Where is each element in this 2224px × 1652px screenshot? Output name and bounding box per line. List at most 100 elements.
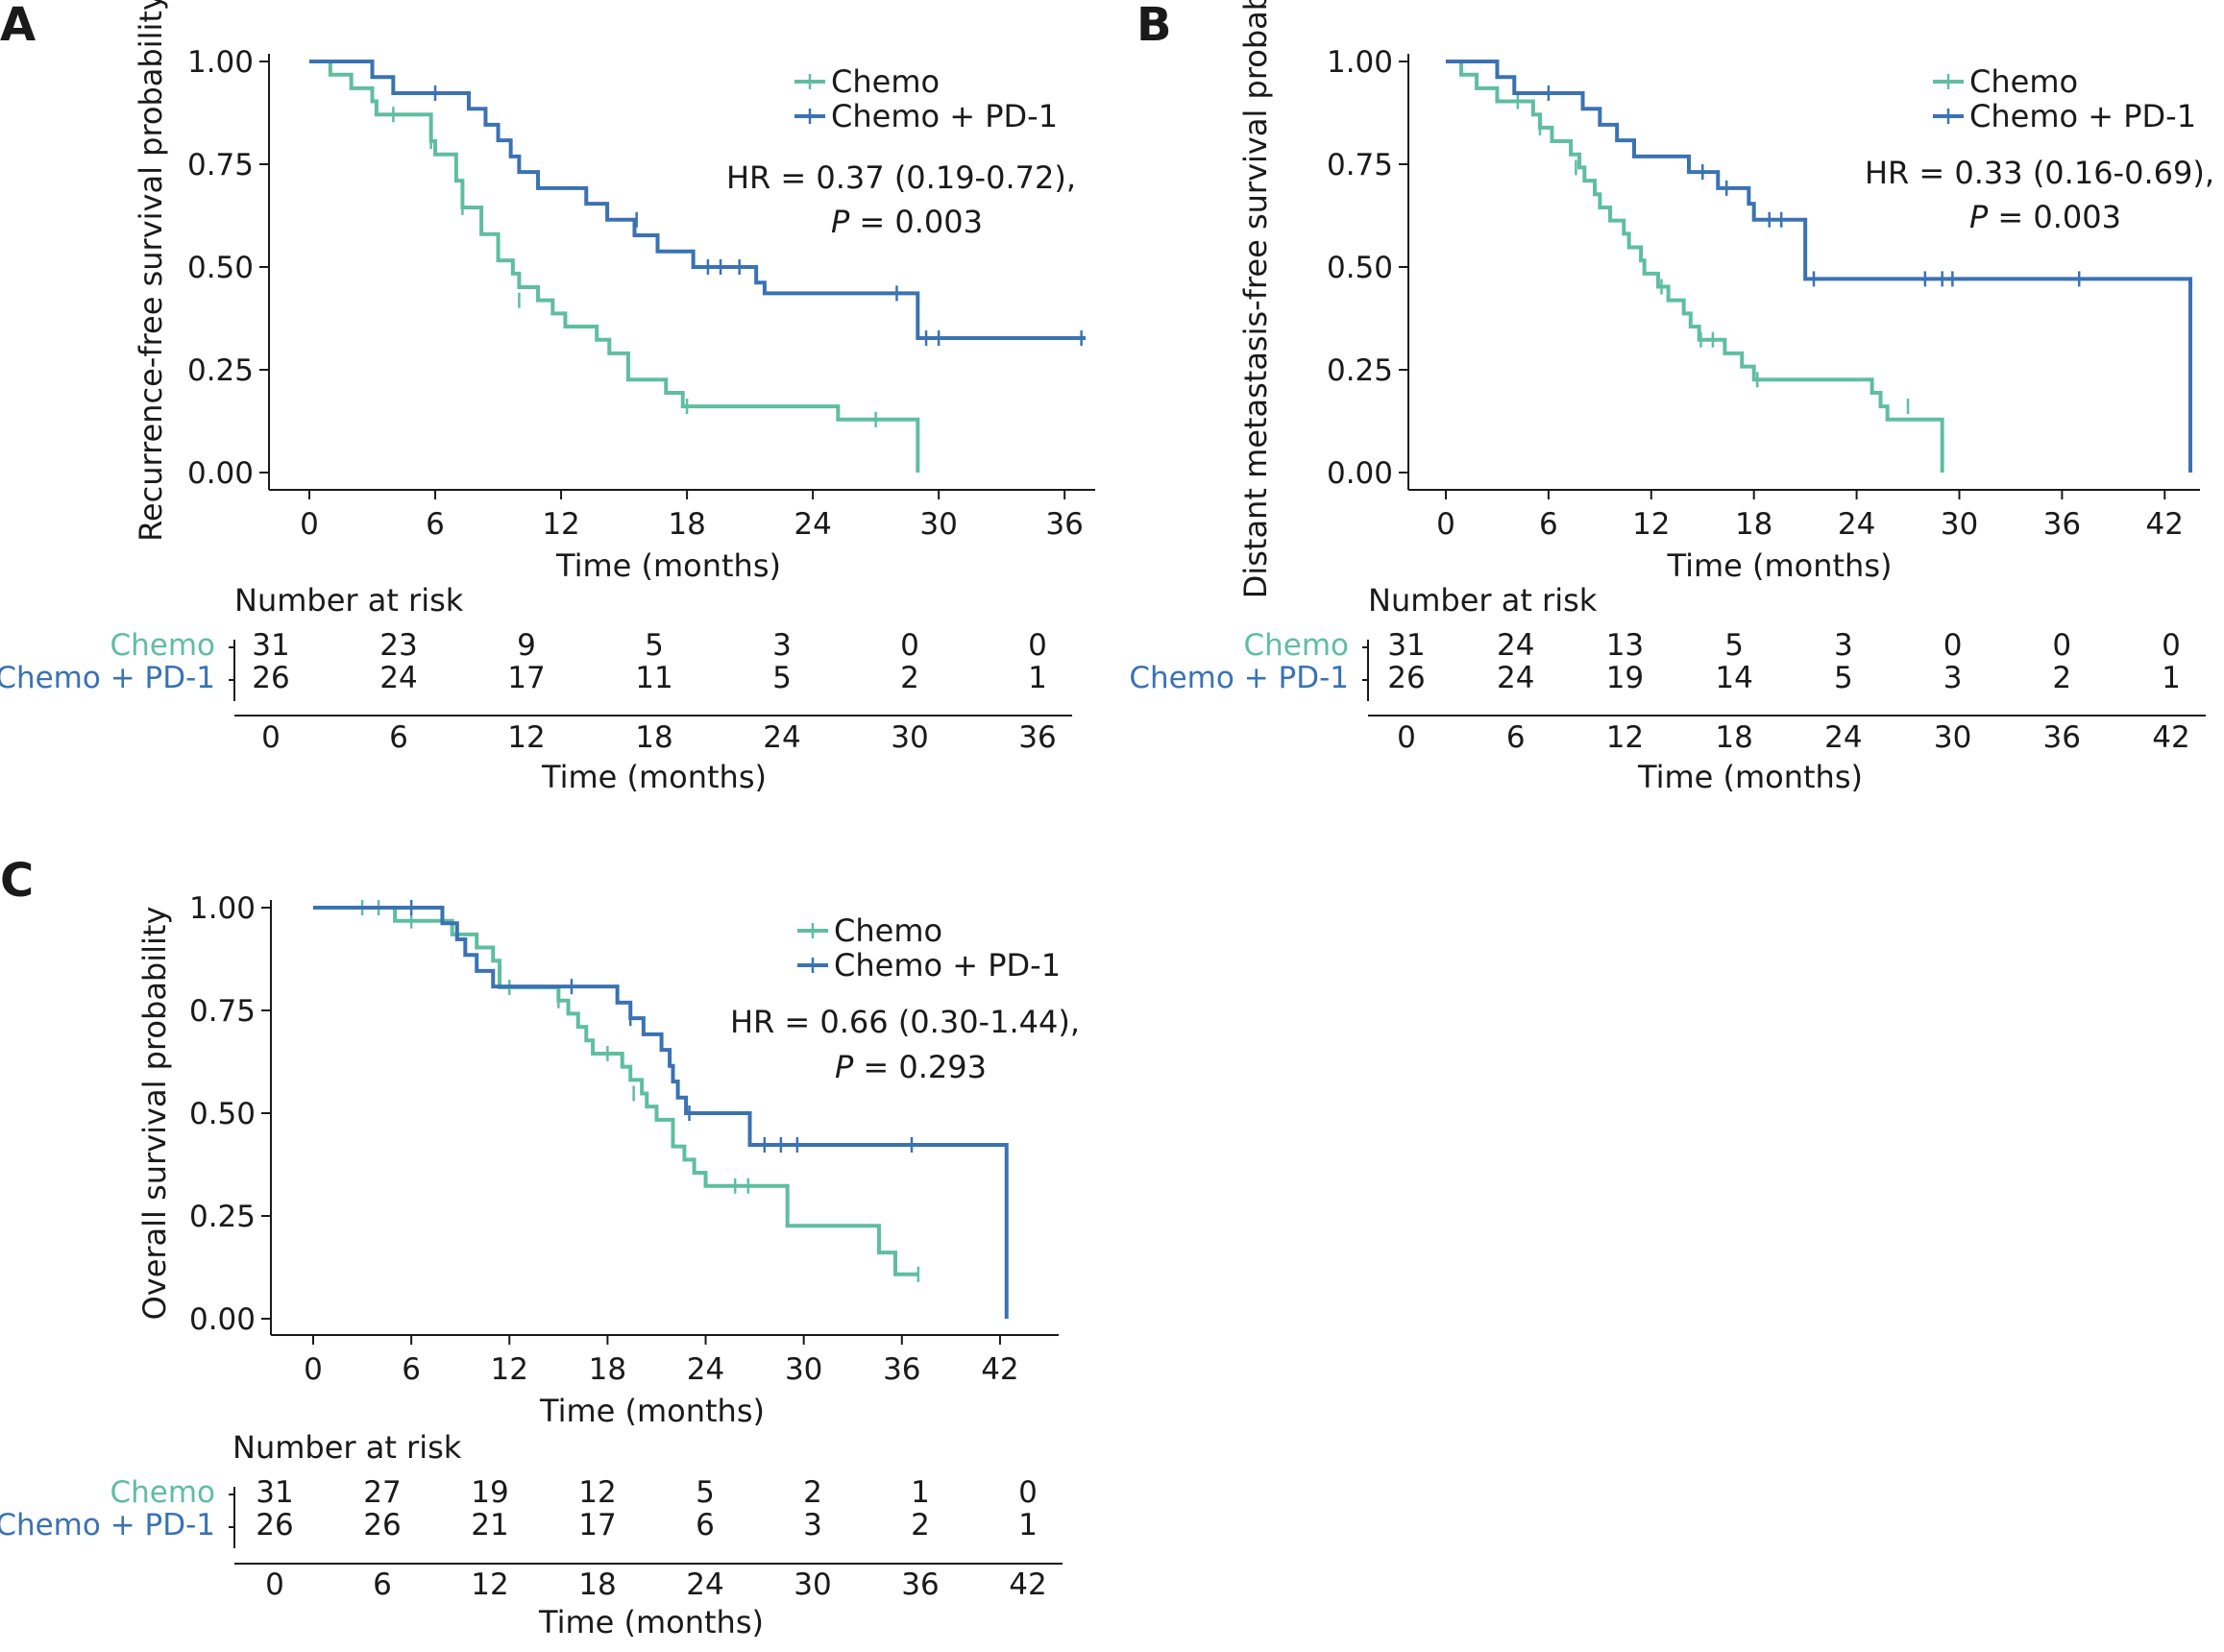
risk-x-axis-title: Time (months)	[538, 1604, 764, 1640]
risk-x-tick-label: 6	[1506, 720, 1526, 755]
risk-count: 2	[900, 661, 919, 695]
x-tick-label: 0	[300, 507, 319, 542]
risk-count: 1	[911, 1475, 930, 1510]
risk-count: 17	[578, 1508, 616, 1543]
y-tick-label: 0.25	[189, 1200, 256, 1234]
y-tick-label: 1.00	[1327, 45, 1393, 80]
risk-count: 31	[1387, 628, 1425, 663]
risk-count: 5	[645, 628, 664, 663]
risk-row-label: Chemo	[1243, 628, 1349, 663]
x-axis-title: Time (months)	[539, 1393, 765, 1429]
y-tick-label: 0.50	[1327, 251, 1393, 285]
risk-x-tick-label: 30	[1934, 720, 1971, 755]
y-tick-label: 0.50	[187, 251, 254, 285]
km-curve-chemo-pd1	[309, 60, 1086, 341]
y-tick-label: 1.00	[187, 45, 254, 80]
risk-row-label: Chemo	[110, 1475, 215, 1510]
risk-count: 9	[517, 628, 536, 663]
risk-x-tick-label: 36	[1018, 720, 1056, 755]
risk-count: 19	[471, 1475, 508, 1510]
risk-x-tick-label: 0	[1397, 720, 1416, 755]
risk-x-axis-title: Time (months)	[541, 759, 767, 795]
risk-count: 3	[803, 1508, 822, 1543]
risk-count: 0	[1018, 1475, 1038, 1510]
y-axis-title: Overall survival probability	[136, 907, 173, 1321]
y-tick-label: 0.00	[1327, 456, 1393, 491]
risk-count: 26	[1387, 661, 1425, 695]
risk-count: 17	[507, 661, 545, 695]
risk-x-tick-label: 12	[1606, 720, 1644, 755]
x-tick-label: 6	[426, 507, 445, 542]
risk-table-title: Number at risk	[1368, 582, 1598, 619]
risk-count: 23	[379, 628, 417, 663]
risk-count: 2	[803, 1475, 822, 1510]
risk-count: 5	[772, 661, 792, 695]
risk-count: 26	[256, 1508, 293, 1543]
panel-c: C0.000.250.500.751.000 6 12 18 24 30 36 42Time …	[0, 854, 1080, 1640]
risk-count: 5	[1724, 628, 1744, 663]
risk-count: 26	[363, 1508, 401, 1543]
risk-x-tick-label: 36	[2043, 720, 2081, 755]
risk-count: 31	[252, 628, 289, 663]
x-tick-label: 12	[1632, 507, 1670, 542]
risk-count: 3	[1943, 661, 1963, 695]
x-tick-label: 18	[1735, 507, 1772, 542]
risk-count: 0	[900, 628, 919, 663]
risk-count: 6	[696, 1508, 715, 1543]
x-tick-label: 36	[1045, 507, 1083, 542]
km-curve-chemo	[313, 906, 918, 1276]
risk-count: 26	[252, 661, 289, 695]
risk-row-label: Chemo	[110, 628, 215, 663]
risk-row-label: Chemo + PD-1	[0, 661, 215, 695]
x-tick-label: 30	[1941, 507, 1978, 542]
risk-count: 0	[2162, 628, 2181, 663]
risk-count: 27	[363, 1475, 401, 1510]
risk-x-tick-label: 0	[261, 720, 281, 755]
x-tick-label: 18	[589, 1352, 626, 1387]
legend-entry: Chemo + PD-1	[831, 98, 1058, 134]
risk-count: 1	[1028, 661, 1047, 695]
legend-entry: Chemo	[1969, 63, 2078, 100]
x-tick-label: 18	[668, 507, 705, 542]
legend-entry: Chemo	[831, 63, 940, 100]
x-tick-label: 42	[981, 1352, 1018, 1387]
risk-count: 1	[2162, 661, 2181, 695]
risk-count: 2	[2052, 661, 2071, 695]
risk-count: 13	[1606, 628, 1644, 663]
y-axis-title: Recurrence-free survival probability	[133, 0, 169, 542]
y-tick-label: 0.75	[187, 148, 254, 182]
risk-row-label: Chemo + PD-1	[1129, 661, 1349, 695]
risk-count: 5	[696, 1475, 715, 1510]
risk-x-tick-label: 18	[635, 720, 672, 755]
x-tick-label: 0	[304, 1352, 323, 1387]
risk-x-tick-label: 24	[1824, 720, 1862, 755]
y-tick-label: 1.00	[189, 891, 256, 926]
risk-count: 3	[772, 628, 792, 663]
y-tick-label: 0.75	[1327, 148, 1393, 182]
risk-x-tick-label: 24	[686, 1567, 723, 1602]
risk-count: 24	[1497, 661, 1534, 695]
x-tick-label: 42	[2146, 507, 2184, 542]
panel-b: B0.000.250.500.751.000 6 12 18 24 30 36 42Time …	[1129, 0, 2214, 795]
risk-x-tick-label: 42	[2152, 720, 2189, 755]
risk-row-label: Chemo + PD-1	[0, 1508, 215, 1543]
risk-x-axis-title: Time (months)	[1637, 759, 1863, 795]
risk-x-tick-label: 42	[1009, 1567, 1046, 1602]
x-tick-label: 36	[2043, 507, 2081, 542]
risk-x-tick-label: 36	[901, 1567, 939, 1602]
risk-count: 24	[1497, 628, 1534, 663]
km-curve-chemo-pd1	[1446, 60, 2192, 473]
x-tick-label: 24	[687, 1352, 724, 1387]
legend-entry: Chemo	[834, 912, 942, 949]
p-label: P	[1969, 199, 1989, 235]
x-tick-label: 6	[1539, 507, 1558, 542]
p-value: P = 0.003	[1969, 199, 2121, 235]
legend-entry: Chemo + PD-1	[1969, 98, 2196, 134]
risk-count: 12	[578, 1475, 616, 1510]
risk-count: 0	[1028, 628, 1047, 663]
risk-count: 2	[911, 1508, 930, 1543]
risk-count: 19	[1606, 661, 1644, 695]
risk-count: 3	[1834, 628, 1853, 663]
x-tick-label: 30	[785, 1352, 822, 1387]
y-axis-title: Distant metastasis-free survival probabi…	[1237, 0, 1274, 598]
